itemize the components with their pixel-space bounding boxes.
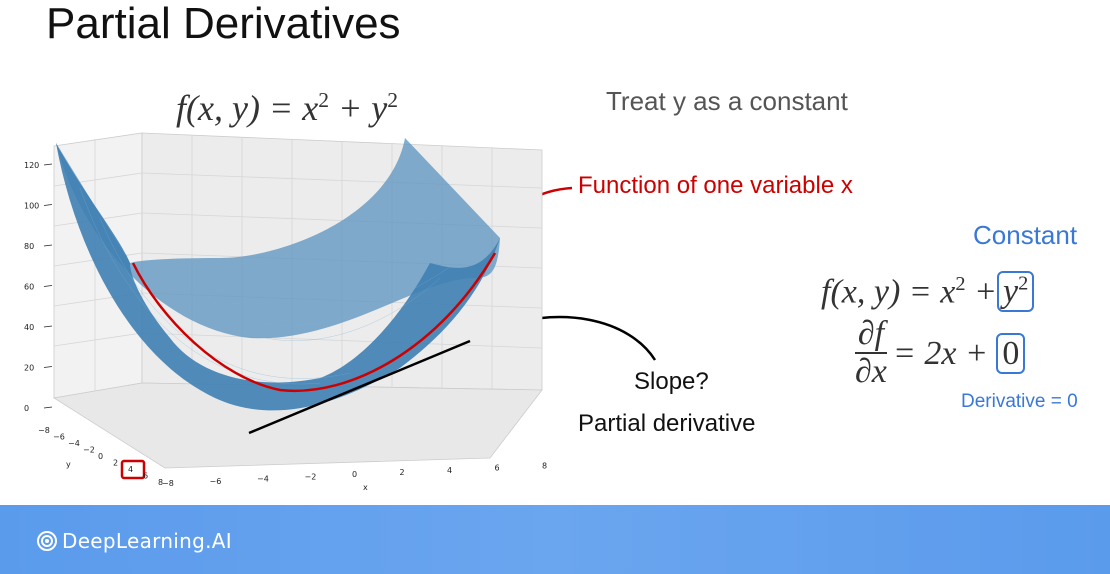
y-tick-label: −2 bbox=[83, 446, 95, 455]
partial-derivative-formula: ∂f ∂x = 2x + 0 bbox=[855, 317, 1026, 390]
x-tick-label: 6 bbox=[495, 464, 500, 473]
z-tick-mark bbox=[43, 244, 53, 247]
constant-label: Constant bbox=[973, 220, 1078, 250]
x-tick-label: 0 bbox=[352, 470, 357, 479]
surface-back bbox=[56, 138, 500, 339]
derivative-zero-label: Derivative = 0 bbox=[961, 391, 1078, 412]
tangent-line bbox=[248, 339, 471, 435]
formula-exponent-y: 2 bbox=[387, 88, 399, 112]
partial-derivative-label: Partial derivative bbox=[578, 410, 756, 437]
partial-denominator: ∂x bbox=[855, 353, 887, 390]
highlighted-y-tick-box bbox=[120, 459, 146, 480]
z-tick-label: 120 bbox=[24, 161, 39, 170]
x-tick-label: −2 bbox=[305, 472, 317, 481]
formula-right-lhs: f(x, y) = x bbox=[821, 273, 956, 311]
formula-right-plus: + bbox=[965, 273, 997, 311]
function-of-one-variable-label: Function of one variable x bbox=[578, 172, 853, 199]
treat-y-constant-text: Treat y as a constant bbox=[606, 86, 848, 116]
slide-title: Partial Derivatives bbox=[46, 0, 401, 48]
z-tick-mark bbox=[43, 366, 53, 368]
partial-fraction: ∂f ∂x bbox=[855, 317, 887, 390]
formula-right-exponent-x: 2 bbox=[955, 273, 966, 295]
y-tick-label: −6 bbox=[53, 433, 65, 442]
y-tick-label: 2 bbox=[113, 459, 118, 468]
z-axis-ticks: 0 20 40 60 80 100 120 bbox=[24, 161, 53, 413]
z-tick-label: 60 bbox=[24, 283, 34, 292]
y-tick-label: −8 bbox=[38, 426, 50, 435]
floor bbox=[52, 382, 543, 469]
partial-numerator: ∂f bbox=[855, 317, 887, 354]
y-tick-label: 8 bbox=[158, 478, 163, 487]
deeplearning-logo-icon bbox=[37, 531, 57, 551]
boxed-y-exponent: 2 bbox=[1018, 273, 1029, 295]
partial-rhs: = 2x + bbox=[892, 335, 988, 372]
x-tick-label: 4 bbox=[447, 466, 452, 475]
z-tick-mark bbox=[43, 285, 53, 287]
x-tick-label: −8 bbox=[162, 479, 174, 488]
formula-exponent-x: 2 bbox=[318, 88, 330, 112]
red-function-curve bbox=[131, 252, 497, 393]
boxed-y-squared: y2 bbox=[996, 271, 1035, 313]
y-tick-label: −4 bbox=[68, 439, 80, 448]
y-tick-label: 4 bbox=[128, 465, 133, 474]
function-formula: f(x, y) = x2 + y2 bbox=[176, 78, 398, 130]
x-tick-label: −6 bbox=[210, 477, 222, 486]
surface-front bbox=[56, 143, 500, 411]
deeplearning-logo: DeepLearning.AI bbox=[36, 529, 232, 553]
footer-bar bbox=[0, 505, 1110, 574]
z-tick-label: 20 bbox=[24, 364, 34, 373]
x-tick-label: −4 bbox=[257, 475, 269, 484]
slope-question-label: Slope? bbox=[634, 368, 709, 395]
z-tick-label: 100 bbox=[24, 202, 39, 211]
x-axis-ticks: −8 −6 −4 −2 0 2 4 6 8 bbox=[162, 461, 547, 488]
formula-plus-y: + y bbox=[329, 88, 388, 128]
y-axis-label: y bbox=[66, 460, 71, 469]
z-tick-label: 40 bbox=[24, 323, 34, 332]
boxed-zero: 0 bbox=[996, 333, 1026, 374]
z-tick-label: 0 bbox=[24, 404, 29, 413]
logo-text: DeepLearning.AI bbox=[62, 529, 232, 553]
z-tick-label: 80 bbox=[24, 242, 34, 251]
formula-lhs: f(x, y) = x bbox=[176, 88, 319, 128]
z-tick-mark bbox=[43, 406, 53, 409]
x-axis-label: x bbox=[363, 483, 368, 492]
z-tick-mark bbox=[43, 204, 53, 206]
z-tick-mark bbox=[43, 325, 53, 328]
y-tick-label: 6 bbox=[143, 472, 148, 481]
boxed-y: y bbox=[1002, 273, 1019, 311]
function-formula-boxed: f(x, y) = x2 + y2 bbox=[821, 264, 1035, 313]
y-axis-ticks: −8−6−4−20 2 4 6 8 bbox=[38, 426, 163, 487]
x-tick-label: 2 bbox=[400, 468, 405, 477]
x-tick-label: 8 bbox=[542, 461, 547, 470]
z-tick-mark bbox=[43, 163, 53, 166]
y-tick-label: 0 bbox=[98, 452, 103, 461]
